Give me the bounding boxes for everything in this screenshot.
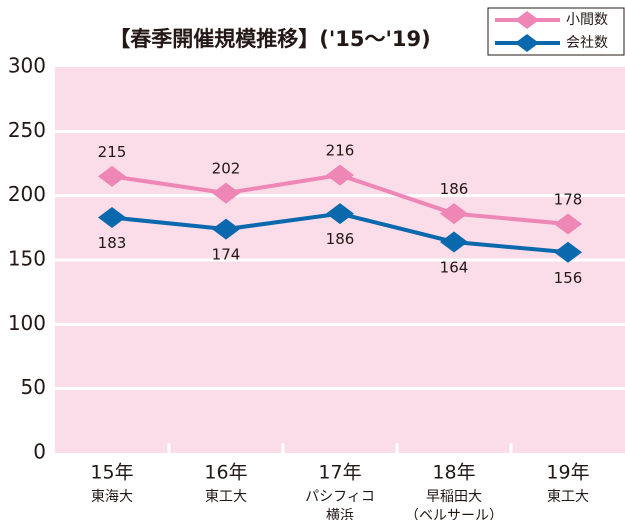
data-label: 174 — [212, 246, 241, 264]
x-tick-label: 18年 — [432, 462, 475, 484]
x-tick-label: 16年 — [204, 462, 247, 484]
point-marker — [554, 213, 582, 235]
point-marker — [326, 203, 354, 225]
x-venue-label: 東工大 — [205, 489, 247, 505]
point-marker — [98, 207, 126, 229]
point-marker — [98, 165, 126, 187]
legend-marker — [515, 34, 539, 52]
y-tick-label: 150 — [8, 247, 46, 271]
legend-label: 会社数 — [566, 35, 608, 51]
data-label: 186 — [440, 180, 469, 198]
y-tick-label: 100 — [8, 311, 46, 335]
data-label: 215 — [98, 143, 127, 161]
y-tick-label: 50 — [21, 375, 46, 399]
y-tick-label: 300 — [8, 54, 46, 78]
x-tick-label: 17年 — [318, 462, 361, 484]
point-marker — [326, 164, 354, 186]
data-label: 164 — [440, 258, 469, 276]
x-venue-label: パシフィコ — [305, 489, 375, 505]
x-venue-label: 東工大 — [547, 489, 589, 505]
data-label: 216 — [326, 142, 355, 160]
x-venue-label: 早稲田大 — [426, 489, 482, 505]
point-marker — [212, 218, 240, 240]
point-marker — [440, 203, 468, 225]
legend-marker — [515, 11, 539, 29]
data-label: 186 — [326, 230, 355, 248]
x-venue-label: （ベルサール） — [405, 508, 503, 520]
point-marker — [440, 231, 468, 253]
y-tick-label: 0 — [33, 440, 46, 464]
point-marker — [212, 182, 240, 204]
data-label: 178 — [554, 190, 583, 208]
x-venue-label: 東海大 — [91, 489, 133, 505]
data-label: 156 — [554, 269, 583, 287]
data-label: 183 — [98, 234, 127, 252]
x-tick-label: 15年 — [90, 462, 133, 484]
y-tick-label: 250 — [8, 118, 46, 142]
chart-title: 【春季開催規模推移】('15～'19) — [109, 27, 431, 51]
legend-label: 小間数 — [566, 12, 608, 28]
y-tick-label: 200 — [8, 182, 46, 206]
point-marker — [554, 241, 582, 263]
data-label: 202 — [212, 160, 241, 178]
x-venue-label: 横浜 — [326, 508, 354, 520]
legend-box — [487, 7, 625, 56]
x-tick-label: 19年 — [546, 462, 589, 484]
